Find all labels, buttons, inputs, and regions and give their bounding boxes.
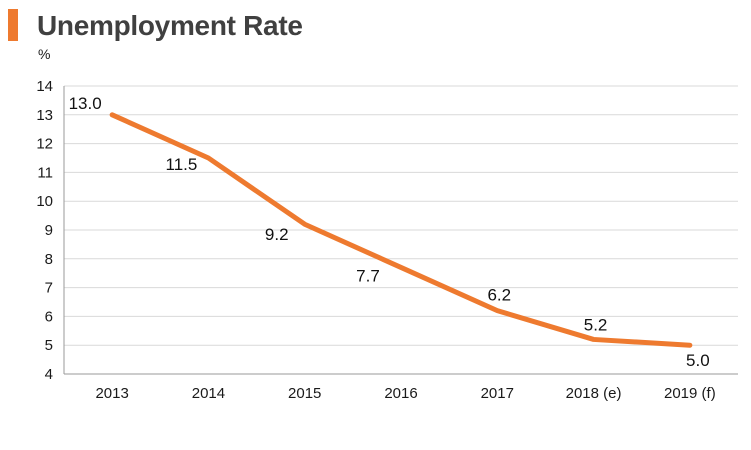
y-tick-label: 4 <box>45 366 53 383</box>
data-label: 11.5 <box>166 155 198 174</box>
x-tick-label: 2016 <box>384 385 417 402</box>
y-tick-label: 7 <box>45 280 53 297</box>
y-tick-label: 14 <box>36 78 53 95</box>
y-tick-label: 8 <box>45 251 53 268</box>
gridlines <box>64 85 738 375</box>
x-axis: 2013 2014 2015 2016 2017 2018 (e) 2019 (f) <box>95 385 715 402</box>
x-tick-label: 2018 (e) <box>566 385 622 402</box>
data-label: 13.0 <box>69 94 102 113</box>
y-tick-label: 10 <box>36 193 53 210</box>
data-label: 5.0 <box>686 351 710 370</box>
x-tick-label: 2014 <box>192 385 225 402</box>
series-line-group <box>109 112 693 348</box>
y-axis: % 4 5 6 7 8 9 10 11 12 13 14 <box>36 46 65 383</box>
x-tick-label: 2013 <box>95 385 128 402</box>
y-tick-label: 11 <box>37 164 53 181</box>
y-tick-label: 13 <box>36 107 53 124</box>
y-tick-label: 6 <box>45 308 53 325</box>
data-label: 6.2 <box>487 286 511 305</box>
y-tick-label: 12 <box>36 136 53 153</box>
x-tick-label: 2017 <box>481 385 514 402</box>
data-labels: 13.0 11.5 9.2 7.7 6.2 5.2 5.0 <box>69 94 710 370</box>
data-label: 5.2 <box>584 315 608 334</box>
series-line <box>109 112 693 348</box>
y-tick-label: 9 <box>45 222 53 239</box>
x-tick-label: 2015 <box>288 385 321 402</box>
title-accent-bar <box>8 9 18 41</box>
y-tick-label: 5 <box>45 337 53 354</box>
chart-title: Unemployment Rate <box>37 10 303 41</box>
data-label: 7.7 <box>356 266 380 285</box>
data-label: 9.2 <box>265 225 289 244</box>
y-axis-unit-label: % <box>38 46 50 62</box>
x-tick-label: 2019 (f) <box>664 385 716 402</box>
